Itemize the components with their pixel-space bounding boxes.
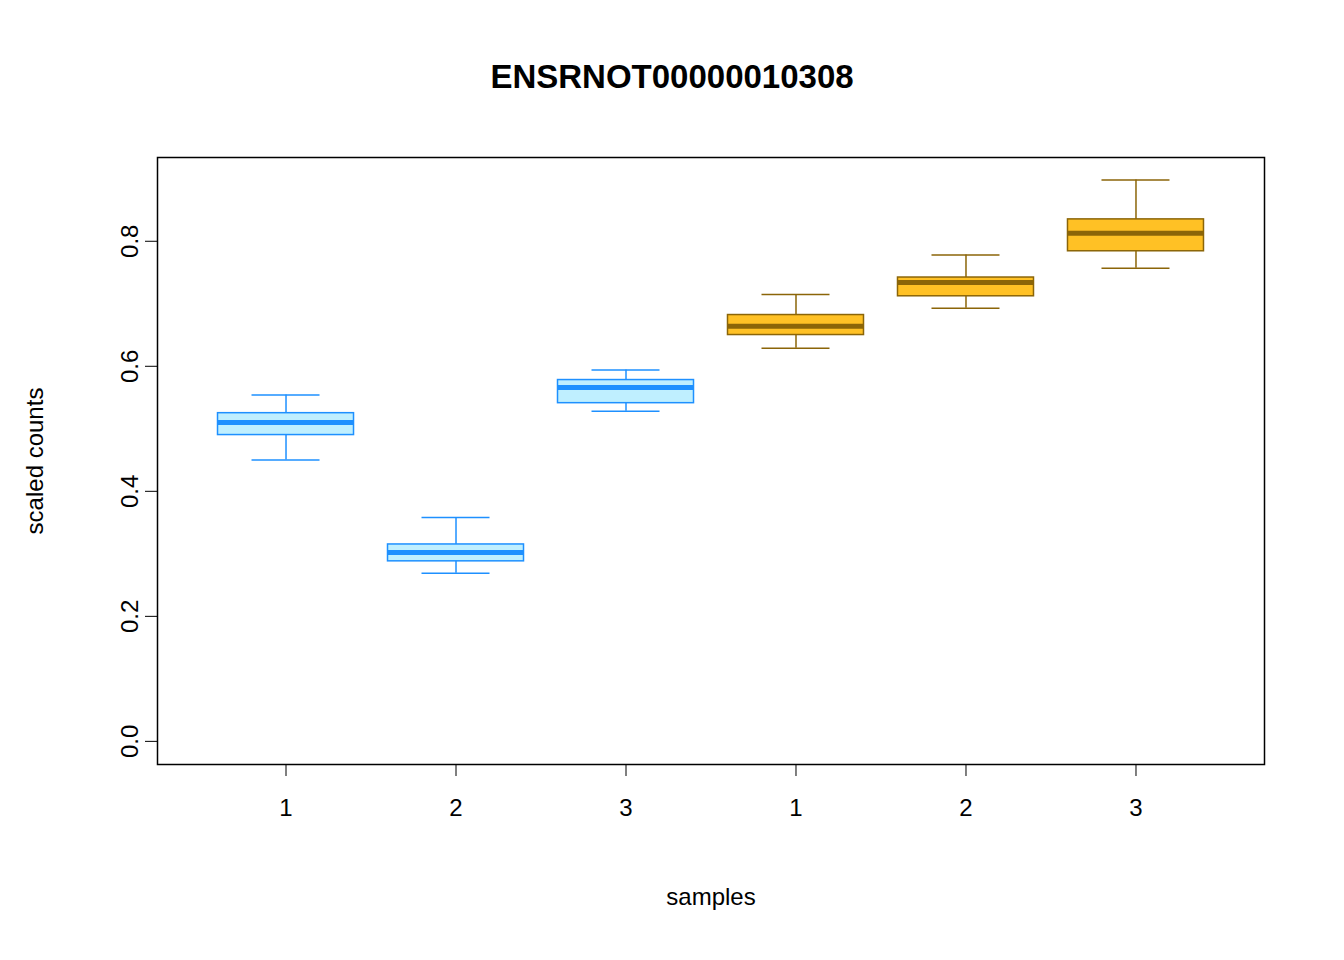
svg-text:3: 3	[1129, 794, 1142, 821]
svg-text:0.6: 0.6	[116, 350, 143, 383]
svg-text:2: 2	[449, 794, 462, 821]
svg-text:samples: samples	[666, 883, 755, 910]
svg-text:0.2: 0.2	[116, 600, 143, 633]
svg-text:0.0: 0.0	[116, 725, 143, 758]
html-text:ENSRNOT00000010308: ENSRNOT00000010308	[490, 58, 854, 95]
svg-text:1: 1	[279, 794, 292, 821]
svg-text:0.4: 0.4	[116, 475, 143, 508]
svg-text:2: 2	[959, 794, 972, 821]
svg-text:scaled counts: scaled counts	[21, 388, 48, 535]
svg-text:3: 3	[619, 794, 632, 821]
svg-text:0.8: 0.8	[116, 225, 143, 258]
svg-text:1: 1	[789, 794, 802, 821]
